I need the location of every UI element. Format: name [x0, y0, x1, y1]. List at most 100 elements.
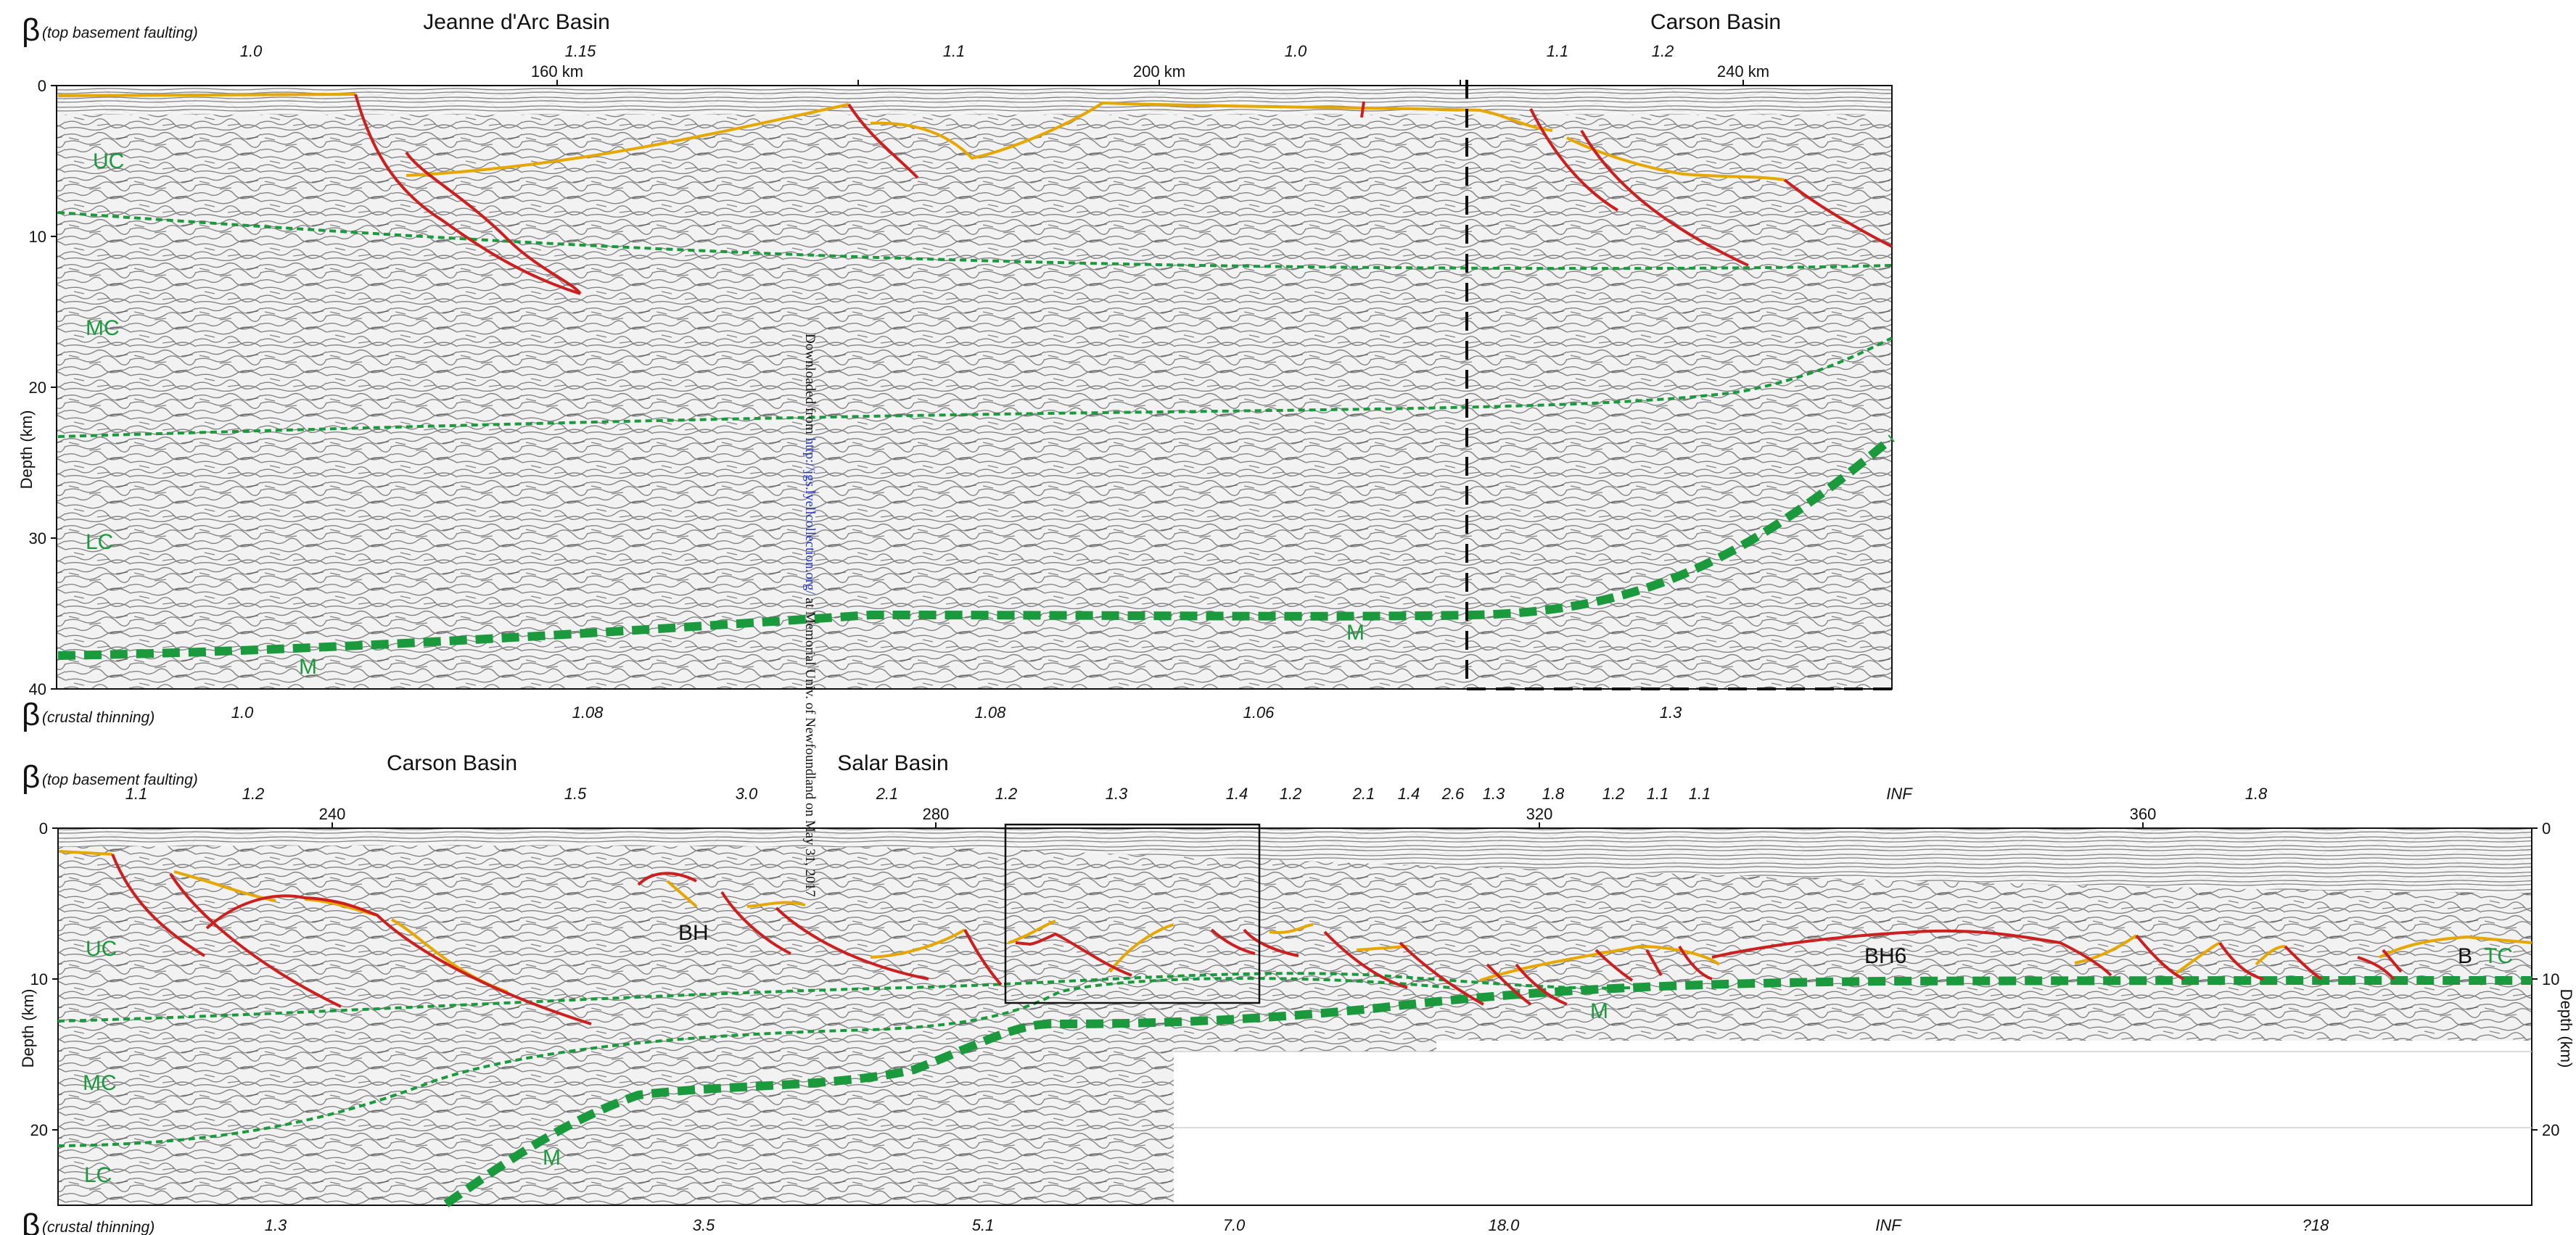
- moho-label: M: [299, 655, 317, 679]
- beta-top-value: 1.2: [1652, 42, 1674, 60]
- depth-tick-label: 10: [29, 228, 46, 246]
- depth-tick-label: 20: [29, 379, 46, 397]
- beta-top-value: 1.8: [2245, 785, 2268, 803]
- beta-top-value: 1.3: [1106, 785, 1128, 803]
- beta-symbol-top-1: β: [22, 12, 40, 48]
- fault: [354, 94, 581, 295]
- feature-label: B: [2458, 944, 2472, 968]
- beta-top-value: 1.8: [1542, 785, 1565, 803]
- fault: [847, 103, 919, 179]
- fault: [1529, 108, 1619, 212]
- depth-axis-label-2-right: Depth (km): [2557, 989, 2575, 1068]
- basin-label: Salar Basin: [837, 751, 948, 775]
- layer-label: LC: [84, 1163, 112, 1187]
- beta-top-value: 1.0: [1285, 42, 1307, 60]
- distance-label: 280: [923, 805, 950, 823]
- beta-bottom-value: 1.3: [265, 1216, 287, 1234]
- moho-2: [443, 976, 2532, 1207]
- beta-top-value: 1.0: [240, 42, 263, 60]
- watermark-link[interactable]: http://jgs.lyellcollection.org/: [802, 438, 818, 595]
- beta-top-value: INF: [1886, 785, 1913, 803]
- beta-top-value: 2.1: [1352, 785, 1375, 803]
- section-frame-2: [57, 827, 2532, 1206]
- mc-lc-boundary-1: [57, 336, 1893, 438]
- beta-top-value: 3.0: [736, 785, 758, 803]
- panel-2: β β (top basement faulting) Carson Basin…: [19, 751, 2575, 1235]
- fault: [1210, 928, 1299, 957]
- beta-top-value: 2.1: [876, 785, 899, 803]
- fault: [720, 891, 791, 955]
- beta-bottom-value: 5.1: [972, 1216, 995, 1234]
- beta-top-value: 1.1: [943, 42, 966, 60]
- fault: [637, 872, 697, 886]
- beta-bottom-value: 7.0: [1223, 1216, 1246, 1234]
- moho-1: [57, 434, 1895, 660]
- sediment-layering-1: [57, 86, 1892, 115]
- beta-top-value: 1.3: [1483, 785, 1505, 803]
- beta-bottom-value: 18.0: [1489, 1216, 1521, 1234]
- layer-label: MC: [86, 316, 120, 340]
- beta-top-value: 1.5: [564, 785, 587, 803]
- distance-label: 160 km: [531, 62, 583, 80]
- fault: [1399, 941, 1484, 1006]
- moho-label: M: [543, 1146, 561, 1170]
- depth-axis-label-1: Depth (km): [17, 410, 36, 490]
- beta-symbol-bottom-1: β: [22, 697, 40, 732]
- beta-bottom-value: 1.06: [1243, 703, 1275, 722]
- carson-basin-box: [1465, 80, 1892, 690]
- depth-tick-label: 10: [30, 970, 48, 988]
- depth-tick-label-right: 20: [2542, 1121, 2559, 1139]
- layer-label: UC: [93, 149, 124, 173]
- feature-label: BH: [678, 921, 709, 945]
- layer-label: MC: [83, 1071, 117, 1095]
- beta-top-value: 1.1: [125, 785, 148, 803]
- uc-mc-boundary-2: [57, 972, 1633, 1023]
- fault: [1015, 932, 1132, 977]
- fault: [405, 151, 582, 295]
- seismic-section-2: [58, 828, 2532, 1205]
- feature-label: TC: [2484, 944, 2513, 968]
- fault: [2135, 934, 2323, 980]
- watermark-prefix: Downloaded from: [802, 334, 818, 438]
- beta-bottom-value: INF: [1875, 1216, 1902, 1234]
- top-basement-horizon-1: [57, 93, 1785, 181]
- beta-bottom-value: 3.5: [693, 1216, 715, 1234]
- beta-top-value: 1.2: [1280, 785, 1302, 803]
- beta-top-value: 1.15: [565, 42, 597, 60]
- beta-top-value: 1.2: [1602, 785, 1625, 803]
- beta-bottom-value: 1.08: [975, 703, 1007, 722]
- fault: [111, 854, 206, 957]
- sediment-layering-2: [58, 828, 2532, 893]
- fault: [1323, 930, 1408, 989]
- feature-label: BH6: [1864, 944, 1906, 968]
- beta-bottom-value: 1.3: [1660, 703, 1682, 722]
- beta-bottom-label-2: (crustal thinning): [42, 1219, 155, 1235]
- basin-label: Carson Basin: [1650, 10, 1781, 34]
- moho-label: M: [1346, 621, 1365, 645]
- depth-tick-label-right: 0: [2542, 819, 2551, 838]
- beta-bottom-value: 1.08: [572, 703, 604, 722]
- fault: [1360, 101, 1365, 118]
- fault: [1486, 963, 1568, 1006]
- detail-inset-box: [1004, 823, 1261, 1004]
- download-watermark: Downloaded from http://jgs.lyellcollecti…: [802, 334, 818, 897]
- beta-top-value: 1.1: [1689, 785, 1711, 803]
- moho-label: M: [1590, 999, 1608, 1023]
- fault: [963, 929, 1003, 986]
- distance-label: 360: [2130, 805, 2157, 823]
- depth-tick-label: 0: [38, 77, 46, 95]
- basin-label: Jeanne d'Arc Basin: [423, 10, 610, 34]
- basin-label: Carson Basin: [387, 751, 517, 775]
- top-basement-horizon-2: [59, 850, 2532, 994]
- uc-mc-boundary-1: [57, 211, 1893, 270]
- beta-top-value: 2.6: [1441, 785, 1465, 803]
- depth-tick-label: 30: [29, 529, 46, 548]
- depth-tick-label: 20: [30, 1121, 48, 1139]
- fault: [1711, 929, 2112, 977]
- beta-bottom-value: ?18: [2303, 1216, 2329, 1234]
- beta-bottom-value: 1.0: [231, 703, 254, 722]
- distance-label: 240: [319, 805, 346, 823]
- beta-symbol-bottom-2: β: [22, 1207, 40, 1235]
- depth-axis-label-2: Depth (km): [19, 989, 37, 1068]
